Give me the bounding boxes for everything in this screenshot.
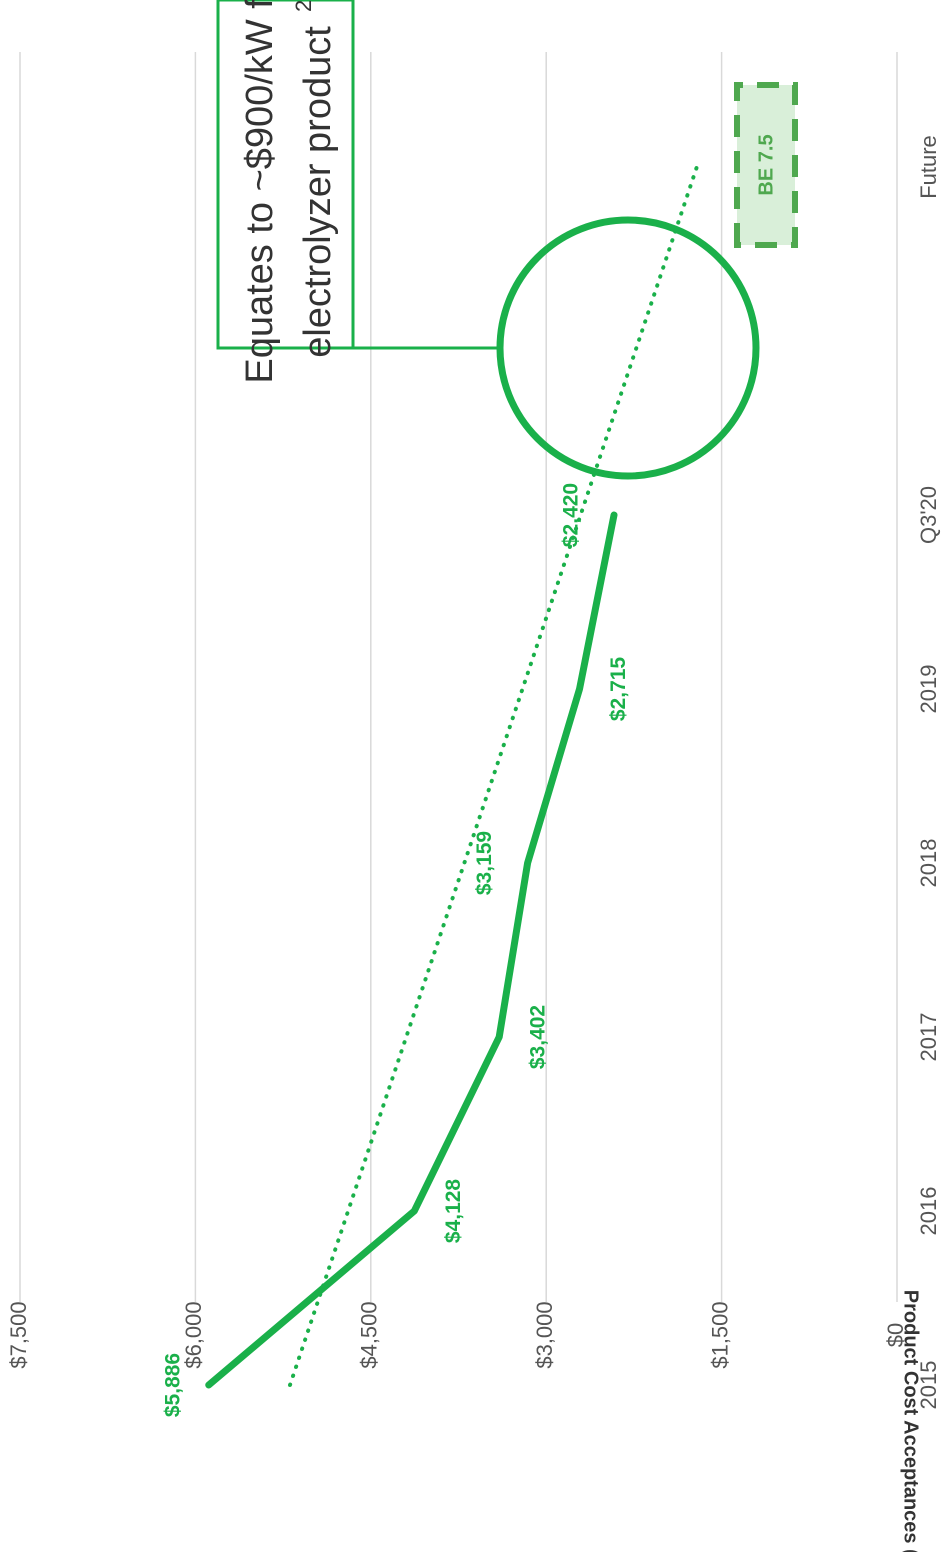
- badge-box: [734, 82, 798, 248]
- x-tick-label: Future: [916, 135, 941, 199]
- callout-text: electrolyzer product: [297, 26, 339, 358]
- y-axis-title: Product Cost Acceptances ($ / kW): [900, 1290, 922, 1552]
- y-tick-label: $6,000: [181, 1301, 206, 1368]
- data-line: [205, 511, 618, 1389]
- x-tick-label: 2018: [916, 839, 941, 888]
- rotated-chart: Equates to ~$900/kW for electrolyzer pro…: [6, 0, 941, 1552]
- data-label: $5,886: [161, 1353, 184, 1417]
- x-tick-label: 2016: [916, 1187, 941, 1236]
- callout-text: Equates to ~$900/kW for: [239, 0, 281, 384]
- trend-line: [287, 165, 699, 1387]
- y-tick-label: $3,000: [532, 1301, 557, 1368]
- data-label: $3,402: [527, 1005, 550, 1069]
- x-tick-label: Q3'20: [916, 486, 941, 544]
- y-tick-label: $7,500: [6, 1301, 31, 1368]
- y-tick-label: $0: [883, 1323, 908, 1347]
- badge-text: BE 7.5: [755, 134, 777, 195]
- y-tick-label: $1,500: [707, 1301, 732, 1368]
- x-tick-label: 2015: [916, 1361, 941, 1410]
- y-tick-label: $4,500: [357, 1301, 382, 1368]
- data-label: $3,159: [473, 831, 496, 895]
- data-label: $4,128: [442, 1179, 465, 1244]
- data-label: $2,420: [560, 483, 583, 547]
- callout-superscript: 2: [291, 0, 316, 12]
- data-label: $2,715: [607, 657, 630, 722]
- x-tick-label: 2017: [916, 1013, 941, 1062]
- callout-circle: [496, 216, 760, 480]
- x-tick-label: 2019: [916, 665, 941, 714]
- callout-box: [216, 0, 355, 350]
